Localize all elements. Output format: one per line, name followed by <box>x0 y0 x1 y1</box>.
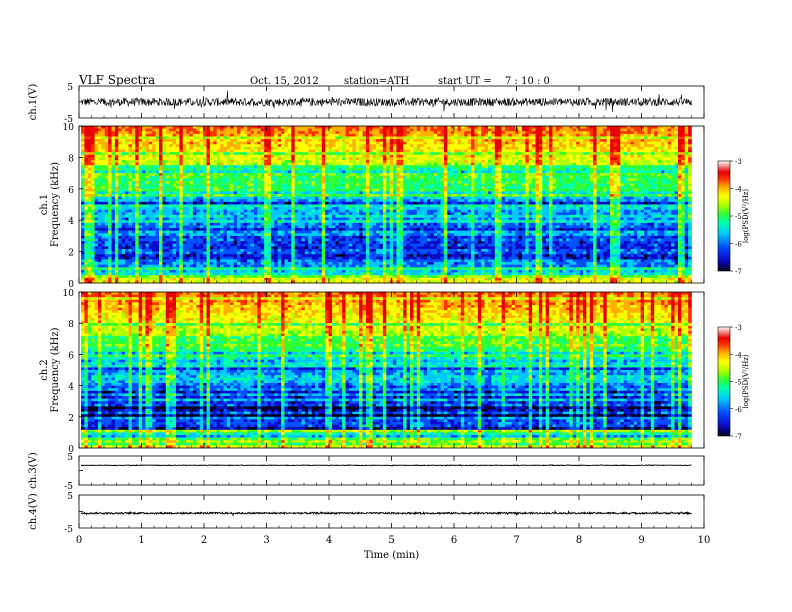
ch2-spectrogram-colorbar-label: log(PSD(V²/Hz) <box>742 354 750 409</box>
x-tick-label-1: 1 <box>138 535 144 546</box>
ch1-waveform-trace <box>80 90 692 112</box>
ch1-spectrogram-ytick-label: 10 <box>63 123 75 133</box>
figure-title: VLF Spectra <box>79 73 155 87</box>
ch4-waveform-ytick-bottom: -5 <box>64 525 73 535</box>
ch1-spectrogram-ylabel-frequency: Frequency (kHz) <box>50 162 61 247</box>
ch2-spectrogram-ytick-label: 8 <box>68 320 74 330</box>
ch1-spectrogram-ylabel-channel: ch.1 <box>39 194 50 216</box>
ch2-spectrogram-ytick-label: 4 <box>68 383 74 393</box>
ch1-spectrogram-colorbar <box>717 160 731 272</box>
x-tick-label-3: 3 <box>263 535 269 546</box>
x-tick-label-7: 7 <box>513 535 519 546</box>
ch2-spectrogram-colorbar-tick-label: -4 <box>735 351 742 359</box>
station-label: station=ATH <box>344 76 409 87</box>
start-ut-label: start UT = <box>438 76 492 87</box>
ch1-spectrogram-cells <box>81 126 692 284</box>
ch1-spectrogram-colorbar-tick-label: -5 <box>735 213 742 221</box>
ch3-waveform-ylabel: ch.3(V) <box>28 452 39 489</box>
ch2-spectrogram-colorbar-tick-label: -7 <box>735 433 742 441</box>
ch2-spectrogram-colorbar-tick-label: -6 <box>735 406 742 414</box>
ch1-spectrogram-ytick-label: 4 <box>68 217 74 227</box>
x-tick-label-0: 0 <box>76 535 82 546</box>
x-tick-label-4: 4 <box>326 535 332 546</box>
ch1-waveform-ytick-top: 5 <box>67 83 73 93</box>
start-ut-value: 7 : 10 : 0 <box>505 76 550 87</box>
ch2-spectrogram-colorbar-tick-label: -3 <box>735 324 742 332</box>
ch1-spectrogram-ytick-label: 6 <box>68 186 74 196</box>
x-tick-label-6: 6 <box>451 535 457 546</box>
ch3-waveform-ytick-top: 5 <box>67 453 73 463</box>
date-label: Oct. 15, 2012 <box>250 76 319 87</box>
ch2-spectrogram-ytick-label: 10 <box>63 289 75 299</box>
x-tick-label-9: 9 <box>638 535 644 546</box>
x-tick-label-5: 5 <box>388 535 394 546</box>
ch2-spectrogram-ytick-label: 6 <box>68 351 74 361</box>
ch2-spectrogram-ylabel-frequency: Frequency (kHz) <box>50 327 61 412</box>
ch1-spectrogram-ytick-label: 8 <box>68 154 74 164</box>
ch3-waveform-trace <box>81 464 692 467</box>
ch1-waveform-ytick-bottom: -5 <box>64 115 73 125</box>
ch1-waveform-ylabel: ch.1(V) <box>28 84 39 121</box>
x-tick-label-2: 2 <box>201 535 207 546</box>
ch2-spectrogram-ytick-label: 0 <box>68 445 74 455</box>
ch3-waveform-ytick-bottom: -5 <box>64 482 73 492</box>
ch1-spectrogram-colorbar-label: log(PSD(V²/Hz) <box>742 189 750 244</box>
ch1-spectrogram-colorbar-tick-label: -3 <box>735 158 742 166</box>
ch1-spectrogram-colorbar-tick-label: -7 <box>735 268 742 276</box>
ch2-spectrogram-colorbar <box>717 326 731 437</box>
x-tick-label-8: 8 <box>576 535 582 546</box>
ch2-spectrogram-cells <box>81 292 692 449</box>
ch1-spectrogram-ytick-label: 2 <box>68 249 74 259</box>
x-axis-label: Time (min) <box>364 550 419 561</box>
ch2-spectrogram-ylabel-channel: ch.2 <box>39 359 50 381</box>
ch1-spectrogram-colorbar-tick-label: -4 <box>735 186 742 194</box>
ch1-spectrogram-ytick-label: 0 <box>68 280 74 290</box>
ch4-waveform-ytick-top: 5 <box>67 492 73 502</box>
ch1-spectrogram-colorbar-tick-label: -6 <box>735 241 742 249</box>
ch4-waveform-trace <box>80 509 692 517</box>
ch4-waveform-ylabel: ch.4(V) <box>28 493 39 530</box>
ch2-spectrogram-colorbar-tick-label: -5 <box>735 379 742 387</box>
x-tick-label-10: 10 <box>698 535 711 546</box>
ch2-spectrogram-ytick-label: 2 <box>68 414 74 424</box>
